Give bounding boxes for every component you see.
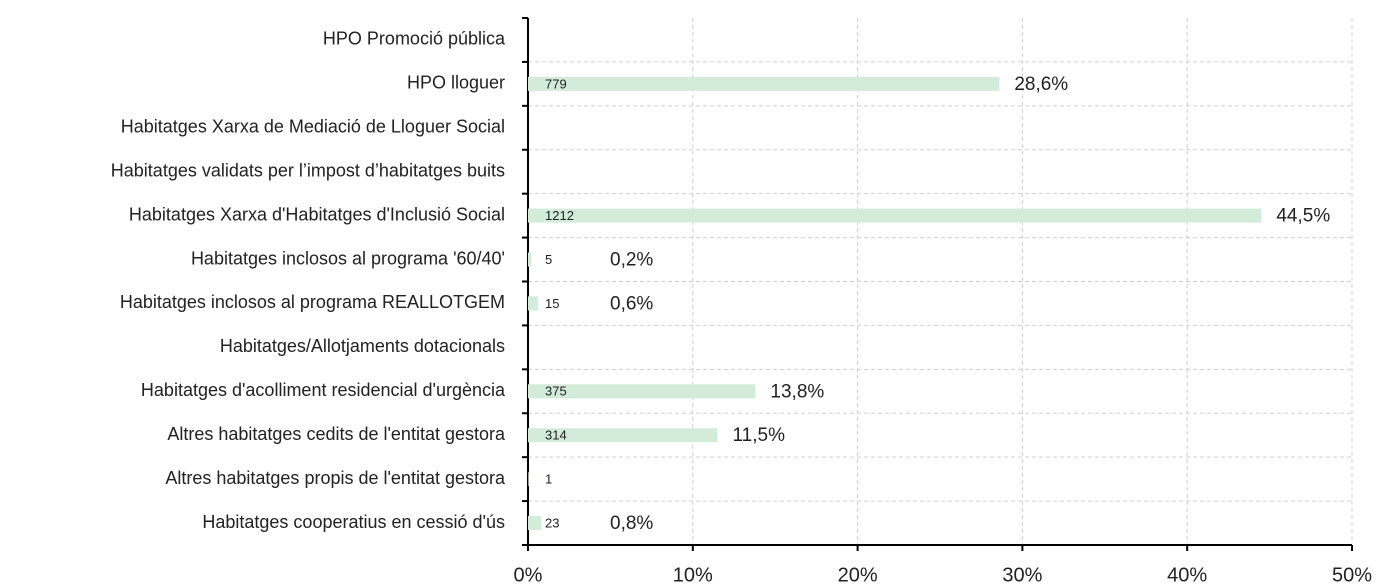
category-label: HPO lloguer bbox=[407, 73, 505, 93]
category-label: Habitatges d'acolliment residencial d'ur… bbox=[141, 380, 506, 400]
value-label: 44,5% bbox=[1276, 206, 1330, 227]
count-label: 1 bbox=[545, 472, 552, 487]
bar bbox=[528, 384, 756, 399]
category-label: HPO Promoció pública bbox=[323, 29, 506, 49]
category-label: Habitatges cooperatius en cessió d'ús bbox=[202, 512, 505, 532]
count-label: 5 bbox=[545, 252, 552, 267]
value-label: 0,8% bbox=[610, 513, 653, 534]
bar bbox=[528, 516, 542, 531]
value-label: 0,6% bbox=[610, 293, 653, 314]
category-label: Habitatges Xarxa d'Habitatges d'Inclusió… bbox=[129, 204, 505, 224]
bar bbox=[528, 472, 529, 487]
bar bbox=[528, 76, 1000, 91]
value-label: 13,8% bbox=[770, 381, 824, 402]
count-label: 23 bbox=[545, 515, 559, 530]
category-label: Habitatges inclosos al programa REALLOTG… bbox=[120, 292, 505, 312]
value-label: 0,2% bbox=[610, 250, 653, 271]
count-label: 1212 bbox=[545, 208, 574, 223]
category-label: Altres habitatges propis de l'entitat ge… bbox=[165, 468, 506, 488]
bar bbox=[528, 428, 718, 443]
category-label: Habitatges inclosos al programa '60/40' bbox=[191, 248, 505, 268]
x-tick-label: 40% bbox=[1167, 564, 1207, 586]
bar bbox=[528, 252, 532, 267]
category-label: Habitatges validats per l’impost d’habit… bbox=[111, 160, 505, 180]
count-label: 314 bbox=[545, 428, 567, 443]
category-label: Habitatges/Allotjaments dotacionals bbox=[220, 336, 505, 356]
category-label: Altres habitatges cedits de l'entitat ge… bbox=[167, 424, 506, 444]
x-tick-label: 20% bbox=[838, 564, 878, 586]
count-label: 779 bbox=[545, 76, 567, 91]
x-tick-label: 30% bbox=[1002, 564, 1042, 586]
category-label: Habitatges Xarxa de Mediació de Lloguer … bbox=[121, 117, 505, 137]
count-label: 15 bbox=[545, 296, 559, 311]
count-label: 375 bbox=[545, 384, 567, 399]
x-tick-label: 10% bbox=[673, 564, 713, 586]
x-tick-label: 0% bbox=[514, 564, 543, 586]
value-label: 11,5% bbox=[733, 425, 786, 446]
x-tick-label: 50% bbox=[1332, 564, 1372, 586]
bar bbox=[528, 296, 538, 311]
bar bbox=[528, 208, 1262, 223]
value-label: 28,6% bbox=[1014, 74, 1068, 95]
